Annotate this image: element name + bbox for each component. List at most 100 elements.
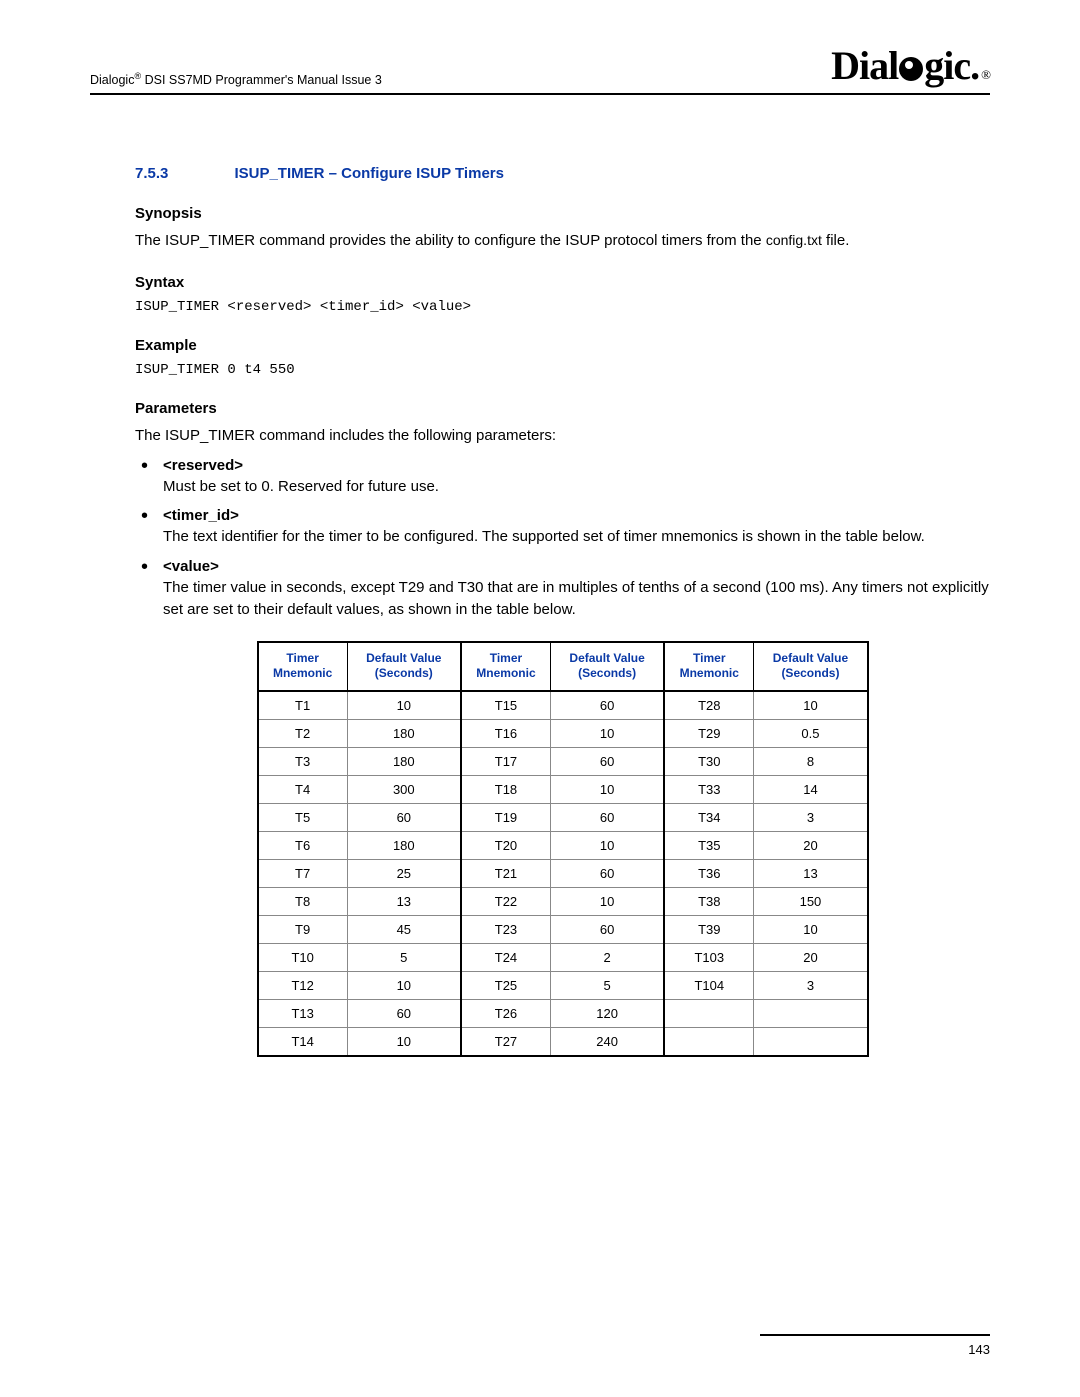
parameters-heading: Parameters: [135, 400, 990, 417]
table-row: T110T1560T2810: [258, 691, 868, 720]
table-cell: 2: [551, 943, 665, 971]
table-cell: 120: [551, 999, 665, 1027]
table-cell: 10: [754, 915, 868, 943]
param-value-name: <value>: [163, 558, 990, 575]
table-cell: T12: [258, 971, 348, 999]
table-row: T1410T27240: [258, 1027, 868, 1056]
th-value-2: Default Value (Seconds): [551, 642, 665, 691]
th-value-1-a: Default Value (Seconds): [366, 651, 441, 681]
table-cell: [754, 999, 868, 1027]
table-cell: 180: [347, 719, 461, 747]
table-cell: 60: [347, 999, 461, 1027]
timer-tbody: T110T1560T2810T2180T1610T290.5T3180T1760…: [258, 691, 868, 1056]
table-cell: 60: [551, 915, 665, 943]
table-row: T725T2160T3613: [258, 859, 868, 887]
param-value-inner: value: [172, 558, 210, 575]
table-cell: 0.5: [754, 719, 868, 747]
th-value-3-a: Default Value (Seconds): [773, 651, 848, 681]
th-mnemonic-1: Timer Mnemonic: [258, 642, 348, 691]
doc-title: Dialogic® DSI SS7MD Programmer's Manual …: [90, 71, 382, 89]
table-cell: T5: [258, 803, 348, 831]
table-cell: T27: [461, 1027, 551, 1056]
table-cell: 5: [347, 943, 461, 971]
table-cell: 60: [551, 747, 665, 775]
table-cell: T36: [664, 859, 754, 887]
table-cell: 20: [754, 831, 868, 859]
th-value-1: Default Value (Seconds): [347, 642, 461, 691]
table-cell: T25: [461, 971, 551, 999]
logo-reg: ®: [981, 67, 990, 83]
section-heading: 7.5.3 ISUP_TIMER – Configure ISUP Timers: [135, 165, 990, 183]
table-cell: 10: [551, 775, 665, 803]
table-cell: T103: [664, 943, 754, 971]
table-cell: 3: [754, 803, 868, 831]
table-cell: [664, 999, 754, 1027]
dialogic-logo: Dialgic.®: [831, 42, 990, 89]
table-row: T560T1960T343: [258, 803, 868, 831]
doc-title-pre: Dialogic: [90, 73, 134, 87]
param-reserved-name: <reserved>: [163, 457, 990, 474]
synopsis-text: The ISUP_TIMER command provides the abil…: [135, 230, 990, 252]
parameter-list: <reserved> Must be set to 0. Reserved fo…: [135, 457, 990, 621]
table-cell: T34: [664, 803, 754, 831]
logo-period: .: [970, 42, 979, 89]
th-mnemonic-1-a: Timer Mnemonic: [273, 651, 332, 681]
table-cell: 8: [754, 747, 868, 775]
table-cell: 60: [347, 803, 461, 831]
table-row: T2180T1610T290.5: [258, 719, 868, 747]
synopsis-file: config.txt: [766, 232, 822, 248]
param-value: <value> The timer value in seconds, exce…: [135, 558, 990, 621]
example-heading: Example: [135, 337, 990, 354]
param-timer-id-inner: timer_id: [172, 507, 230, 524]
table-cell: 10: [347, 1027, 461, 1056]
param-value-desc: The timer value in seconds, except T29 a…: [163, 577, 990, 621]
table-cell: 10: [754, 691, 868, 720]
table-cell: 14: [754, 775, 868, 803]
th-mnemonic-2-a: Timer Mnemonic: [476, 651, 535, 681]
synopsis-heading: Synopsis: [135, 205, 990, 222]
table-cell: 60: [551, 803, 665, 831]
logo-o-icon: [899, 57, 923, 81]
table-row: T4300T1810T3314: [258, 775, 868, 803]
th-mnemonic-2: Timer Mnemonic: [461, 642, 551, 691]
param-timer-id: <timer_id> The text identifier for the t…: [135, 507, 990, 548]
table-row: T945T2360T3910: [258, 915, 868, 943]
th-value-2-a: Default Value (Seconds): [569, 651, 644, 681]
table-cell: T7: [258, 859, 348, 887]
example-code: ISUP_TIMER 0 t4 550: [135, 362, 990, 378]
table-row: T3180T1760T308: [258, 747, 868, 775]
table-cell: T10: [258, 943, 348, 971]
table-cell: 20: [754, 943, 868, 971]
table-cell: T28: [664, 691, 754, 720]
param-timer-id-name: <timer_id>: [163, 507, 990, 524]
table-cell: 150: [754, 887, 868, 915]
table-cell: T14: [258, 1027, 348, 1056]
table-cell: T17: [461, 747, 551, 775]
table-cell: 180: [347, 831, 461, 859]
section-number: 7.5.3: [135, 165, 230, 182]
table-cell: T15: [461, 691, 551, 720]
table-row: T6180T2010T3520: [258, 831, 868, 859]
table-cell: T35: [664, 831, 754, 859]
table-cell: [664, 1027, 754, 1056]
table-row: T1210T255T1043: [258, 971, 868, 999]
table-header-row: Timer Mnemonic Default Value (Seconds) T…: [258, 642, 868, 691]
table-cell: T1: [258, 691, 348, 720]
footer-rule: [760, 1334, 990, 1336]
timer-table-wrap: Timer Mnemonic Default Value (Seconds) T…: [257, 641, 869, 1057]
page-number: 143: [90, 1342, 990, 1357]
table-cell: T20: [461, 831, 551, 859]
table-cell: 10: [347, 691, 461, 720]
logo-part1: Dial: [831, 42, 898, 89]
syntax-code: ISUP_TIMER <reserved> <timer_id> <value>: [135, 299, 990, 315]
table-cell: T19: [461, 803, 551, 831]
table-cell: 240: [551, 1027, 665, 1056]
th-value-3: Default Value (Seconds): [754, 642, 868, 691]
logo-part2: gic: [924, 42, 970, 89]
table-cell: 13: [754, 859, 868, 887]
table-cell: T3: [258, 747, 348, 775]
table-cell: 180: [347, 747, 461, 775]
param-reserved-desc: Must be set to 0. Reserved for future us…: [163, 476, 990, 498]
table-cell: 3: [754, 971, 868, 999]
content-body: 7.5.3 ISUP_TIMER – Configure ISUP Timers…: [135, 165, 990, 1057]
